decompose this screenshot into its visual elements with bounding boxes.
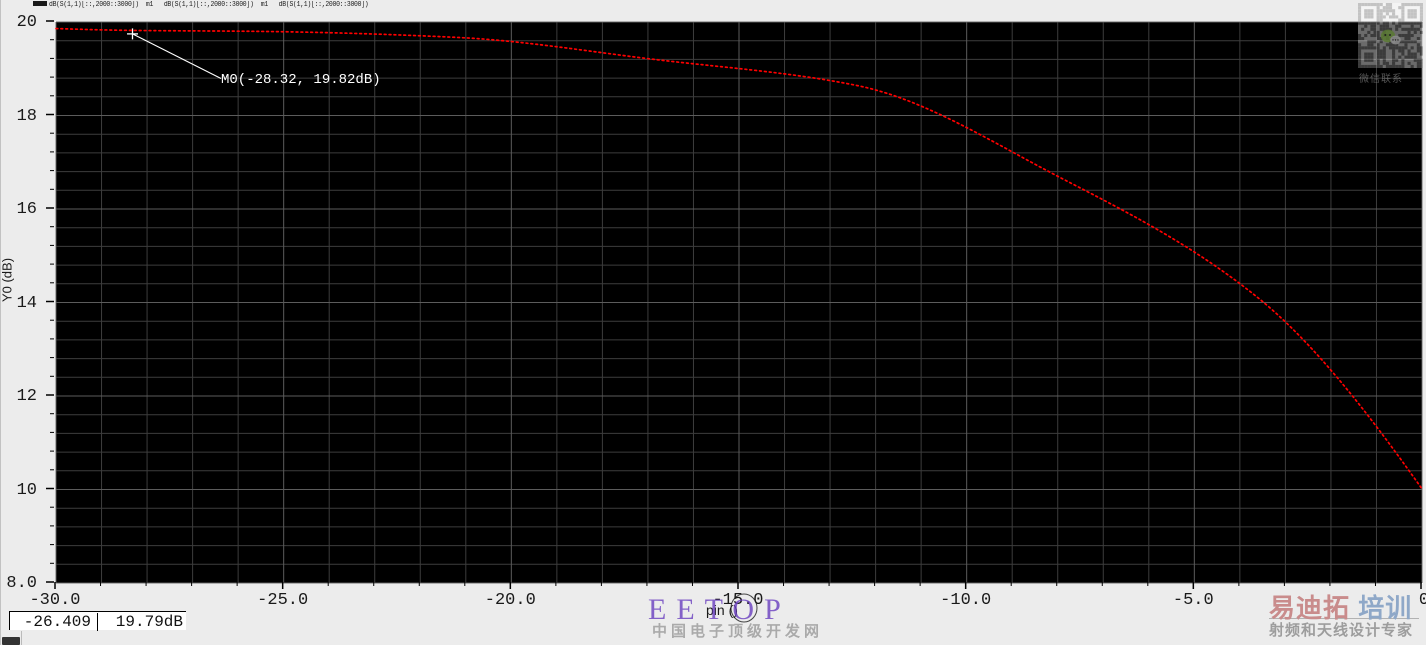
svg-text:M0(-28.32, 19.82dB): M0(-28.32, 19.82dB) bbox=[221, 72, 381, 88]
